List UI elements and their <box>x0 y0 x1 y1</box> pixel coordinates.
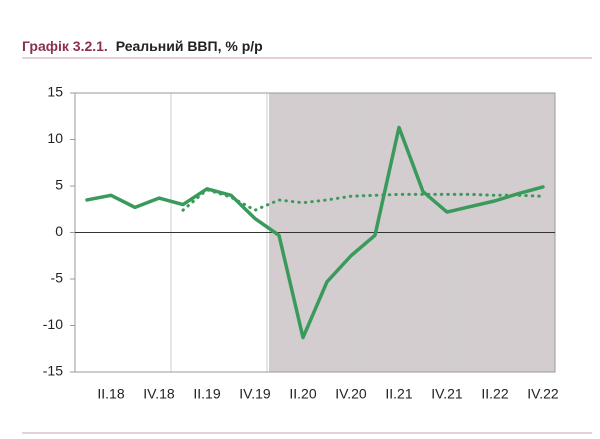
y-tick-label: 0 <box>55 223 63 239</box>
y-tick-label: -5 <box>51 270 64 286</box>
y-tick-label: 5 <box>55 177 63 193</box>
y-tick-label: 10 <box>47 130 63 146</box>
x-tick-label: II.20 <box>289 386 316 402</box>
chart-title: Графік 3.2.1. Реальний ВВП, % р/р <box>22 38 263 54</box>
y-tick-label: -15 <box>43 363 63 379</box>
x-tick-label: II.19 <box>193 386 220 402</box>
data-line <box>85 125 545 340</box>
y-tick-label: 15 <box>47 84 63 100</box>
x-tick-label: II.18 <box>97 386 124 402</box>
x-tick-label: II.22 <box>481 386 508 402</box>
dotted-line <box>181 188 545 212</box>
x-tick-label: IV.19 <box>239 386 271 402</box>
x-tick-label: IV.22 <box>527 386 559 402</box>
title-text: Реальний ВВП, % р/р <box>116 38 263 54</box>
x-tick-label: IV.20 <box>335 386 367 402</box>
title-prefix: Графік 3.2.1. <box>22 38 108 54</box>
x-tick-label: IV.21 <box>431 386 463 402</box>
x-tick-label: IV.18 <box>143 386 175 402</box>
x-tick-label: II.21 <box>385 386 412 402</box>
y-tick-label: -10 <box>43 316 63 332</box>
